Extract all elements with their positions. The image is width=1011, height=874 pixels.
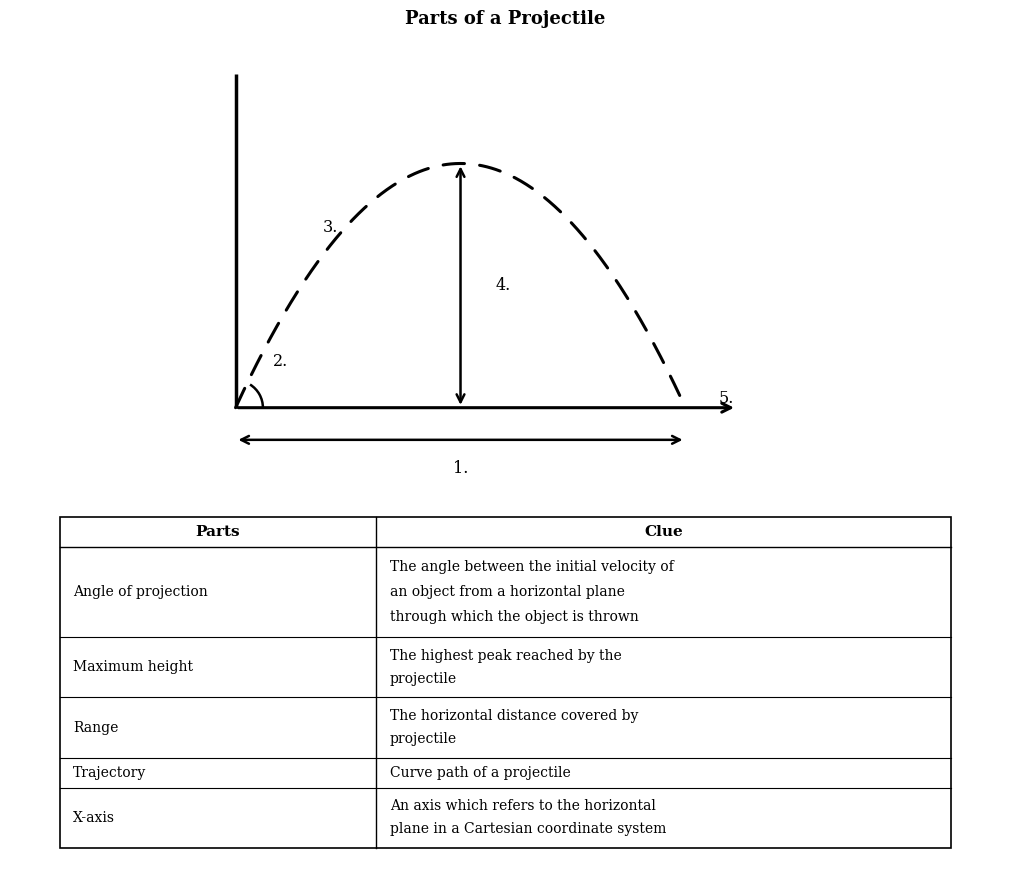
Text: The angle between the initial velocity of: The angle between the initial velocity o… bbox=[390, 560, 673, 574]
Text: through which the object is thrown: through which the object is thrown bbox=[390, 610, 639, 624]
Text: 4.: 4. bbox=[495, 277, 512, 294]
Text: X-axis: X-axis bbox=[74, 811, 115, 825]
Text: Trajectory: Trajectory bbox=[74, 766, 147, 780]
Text: 1.: 1. bbox=[453, 461, 468, 477]
Text: Maximum height: Maximum height bbox=[74, 661, 193, 675]
Text: Parts: Parts bbox=[195, 525, 241, 539]
Text: 5.: 5. bbox=[719, 390, 734, 406]
Text: 2.: 2. bbox=[273, 353, 288, 370]
Text: The highest peak reached by the: The highest peak reached by the bbox=[390, 649, 622, 662]
Title: Parts of a Projectile: Parts of a Projectile bbox=[405, 10, 606, 28]
Bar bbox=[0, 461, 25, 476]
Text: projectile: projectile bbox=[390, 732, 457, 746]
Text: 3.: 3. bbox=[323, 219, 338, 236]
Text: Range: Range bbox=[74, 720, 118, 734]
Text: an object from a horizontal plane: an object from a horizontal plane bbox=[390, 586, 625, 600]
Text: Clue: Clue bbox=[644, 525, 683, 539]
Text: projectile: projectile bbox=[390, 672, 457, 686]
Text: The horizontal distance covered by: The horizontal distance covered by bbox=[390, 709, 638, 723]
Text: Angle of projection: Angle of projection bbox=[74, 586, 208, 600]
Text: plane in a Cartesian coordinate system: plane in a Cartesian coordinate system bbox=[390, 822, 666, 836]
Text: Curve path of a projectile: Curve path of a projectile bbox=[390, 766, 570, 780]
Text: An axis which refers to the horizontal: An axis which refers to the horizontal bbox=[390, 799, 656, 813]
